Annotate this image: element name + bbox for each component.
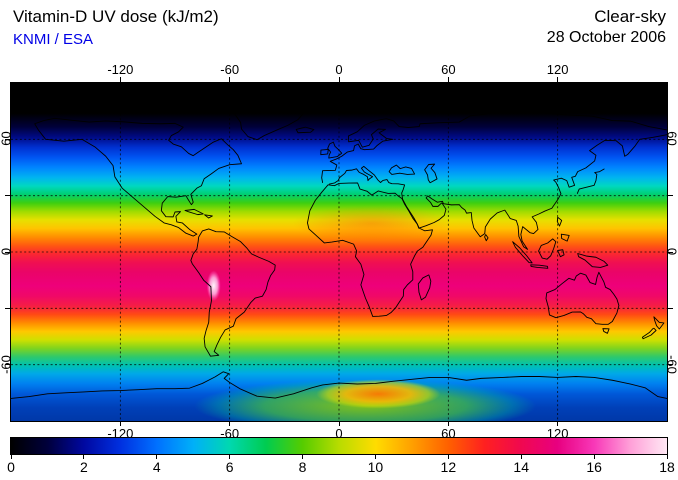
coastline-black-sea: [389, 165, 415, 174]
coastline-caribbean-islands: [185, 209, 212, 218]
colorbar-tick-mark: [10, 455, 12, 459]
coastline-antarctica: [11, 372, 667, 399]
lon-tick-label-bottom: 0: [335, 426, 343, 441]
lon-tick-mark-top: [338, 77, 340, 82]
lat-tick-label-right: 0: [664, 247, 678, 256]
credit-label: KNMI / ESA: [13, 31, 94, 48]
lon-tick-mark-top: [557, 77, 559, 82]
lat-tick-label-left: -60: [0, 354, 14, 374]
coastline-caspian-sea: [425, 164, 437, 183]
colorbar-tick-label: 6: [225, 459, 234, 475]
lon-tick-label-top: -60: [220, 62, 240, 77]
colorbar-tick-mark: [229, 455, 231, 459]
lat-tick-label-right: 60: [664, 131, 678, 147]
colorbar-tick-mark: [83, 455, 85, 459]
lon-tick-label-top: -120: [107, 62, 134, 77]
colorbar-tick-label: 0: [7, 459, 15, 475]
lat-tick-mark-left: [5, 364, 10, 366]
lat-tick-mark-right: [668, 251, 673, 253]
lat-tick-label-right: -60: [664, 354, 678, 374]
lon-tick-mark-bottom: [557, 421, 559, 426]
colorbar-tick-label: 8: [298, 459, 307, 475]
lon-tick-mark-bottom: [447, 421, 449, 426]
graticule: [11, 83, 667, 421]
colorbar-tick-mark: [520, 455, 522, 459]
coastline-south-america: [191, 229, 275, 356]
lon-tick-label-bottom: -60: [220, 426, 240, 441]
coastlines: [11, 96, 667, 398]
lon-tick-label-bottom: 60: [441, 426, 456, 441]
colorbar-tick-mark: [302, 455, 304, 459]
colorbar-tick-mark: [447, 455, 449, 459]
coastline-africa: [307, 183, 432, 317]
colorbar-tick-label: 12: [440, 459, 457, 475]
sky-condition-label: Clear-sky: [594, 7, 666, 26]
coastline-asia-south: [329, 135, 667, 250]
coastline-new-zealand: [642, 317, 664, 339]
lat-tick-mark-right: [668, 364, 673, 366]
lon-tick-label-bottom: 120: [546, 426, 569, 441]
lat-tick-mark-left: [5, 251, 10, 253]
colorbar-tick-mark: [374, 455, 376, 459]
lon-tick-label-top: 60: [441, 62, 456, 77]
lon-tick-mark-bottom: [119, 421, 121, 426]
coastline-british-isles: [296, 127, 342, 158]
colorbar-tick-label: 16: [586, 459, 602, 475]
coastline-australia: [546, 272, 619, 333]
lat-tick-mark-right: [668, 307, 673, 309]
lat-tick-mark-left: [5, 138, 10, 140]
lat-tick-label-left: 0: [0, 247, 14, 256]
lon-tick-mark-top: [119, 77, 121, 82]
lat-tick-mark-right: [668, 138, 673, 140]
colorbar-tick-mark: [666, 455, 668, 459]
colorbar: [10, 437, 668, 455]
lon-tick-label-top: 120: [546, 62, 569, 77]
lon-tick-mark-bottom: [338, 421, 340, 426]
coastline-europe-siberia: [322, 107, 667, 183]
lon-tick-label-top: 0: [335, 62, 343, 77]
lon-tick-mark-bottom: [229, 421, 231, 426]
map-frame: [10, 82, 668, 422]
colorbar-tick-label: 14: [513, 459, 530, 475]
lon-tick-mark-top: [447, 77, 449, 82]
colorbar-tick-label: 10: [367, 459, 384, 475]
colorbar-tick-mark: [156, 455, 158, 459]
colorbar-tick-mark: [593, 455, 595, 459]
lat-tick-mark-left: [5, 195, 10, 197]
world-map-overlay: [11, 83, 667, 421]
page-title: Vitamin-D UV dose (kJ/m2): [13, 7, 219, 26]
colorbar-tick-label: 4: [152, 459, 161, 475]
coastline-japan: [577, 169, 604, 193]
coastline-madagascar: [418, 275, 431, 300]
colorbar-tick-label: 2: [79, 459, 88, 475]
colorbar-tick-label: 18: [659, 459, 675, 475]
lat-tick-mark-left: [5, 307, 10, 309]
coastline-north-america: [35, 118, 242, 236]
lat-tick-mark-right: [668, 195, 673, 197]
lon-tick-mark-top: [229, 77, 231, 82]
coastline-southeast-asia-islands: [485, 217, 608, 268]
coastline-greenland: [231, 96, 306, 140]
date-label: 28 October 2006: [546, 29, 666, 46]
lat-tick-label-left: 60: [0, 131, 14, 147]
lon-tick-label-bottom: -120: [107, 426, 134, 441]
